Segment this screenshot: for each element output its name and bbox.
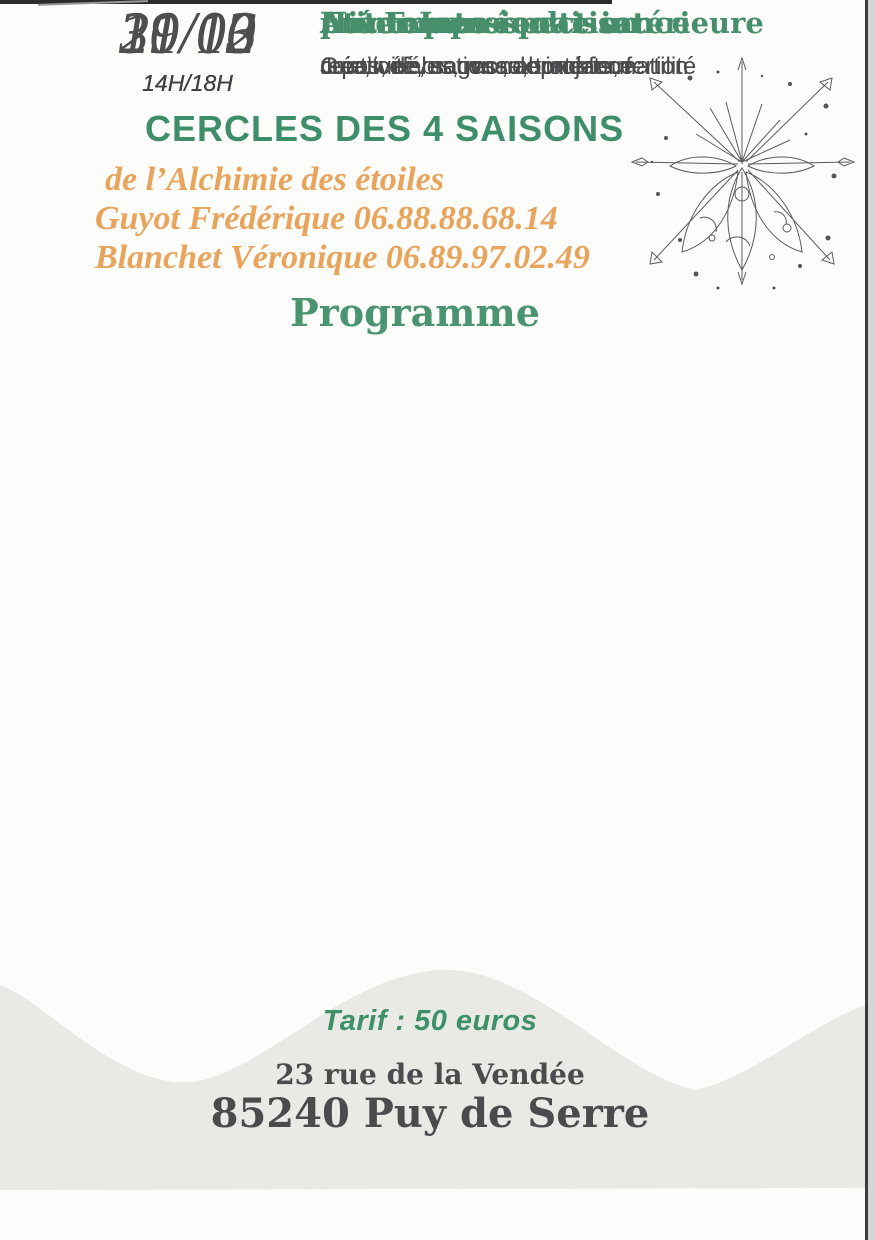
session-description: Gratitude, sagesse, transformation [320, 53, 689, 80]
session-row-autumn: 31/10 14H/18H Automne récolte intérieure… [95, 0, 764, 97]
wave-background [0, 969, 875, 1190]
session-content: Automne récolte intérieure Gratitude, sa… [320, 0, 764, 82]
session-date: 19/12 [119, 0, 256, 66]
celestial-lotus-star-icon [630, 56, 856, 290]
session-title: Automne récolte intérieure [320, 6, 764, 40]
scan-top-edge-line [0, 0, 612, 4]
session-description: repos, rêves, monde intérieur [320, 53, 633, 80]
session-time: 14H/18H [142, 70, 233, 96]
session-title: Eté Expansion [320, 6, 552, 40]
contact-line-2: Blanchet Véronique 06.89.97.02.49 [95, 239, 590, 276]
program-heading: Programme [290, 290, 540, 335]
contact-line-1: Guyot Frédérique 06.88.88.68.14 [95, 200, 558, 237]
session-description: créativité, nouveaux projets, fertilité [320, 53, 697, 80]
flyer-subtitle: de l’Alchimie des étoiles [105, 161, 444, 198]
session-date: 31/10 [119, 0, 256, 66]
session-date-block: 31/10 14H/18H [95, 0, 280, 97]
session-row-winter: 19/12 14H/18H Hiver Introspection repos,… [95, 0, 639, 97]
session-description: Joie, célébration , abondance [320, 53, 634, 80]
organizer-block: de l’Alchimie des étoiles Guyot Frédériq… [95, 160, 655, 277]
session-date-block: 21/03 14H/18H [95, 0, 280, 97]
session-title: printemps renaissance [320, 6, 691, 40]
session-date: 21/03 [119, 0, 256, 66]
session-row-summer: 20/06 14H/18H Eté Expansion Joie, célébr… [95, 0, 634, 97]
session-title: Hiver Introspection [320, 6, 640, 40]
address-line-2: 85240 Puy de Serre [210, 1090, 650, 1137]
session-time: 14H/18H [142, 70, 233, 96]
session-date: 20/06 [119, 0, 256, 66]
scan-right-edge-strip [868, 0, 875, 1240]
session-time: 14H/18H [142, 70, 233, 96]
session-date-block: 19/12 14H/18H [95, 0, 280, 97]
session-date-block: 20/06 14H/18H [95, 0, 280, 97]
address-line-1: 23 rue de la Vendée [275, 1058, 585, 1091]
session-content: printemps renaissance créativité, nouvea… [320, 0, 696, 82]
session-row-spring: 21/03 14H/18H printemps renaissance créa… [95, 0, 696, 97]
flyer-title: CERCLES DES 4 SAISONS [145, 108, 625, 149]
session-content: Eté Expansion Joie, célébration , abonda… [320, 0, 634, 82]
scan-right-edge-line [865, 0, 868, 1240]
tarif-label: Tarif : 50 euros [322, 1005, 538, 1037]
session-time: 14H/18H [142, 70, 233, 96]
session-content: Hiver Introspection repos, rêves, monde … [320, 0, 639, 82]
